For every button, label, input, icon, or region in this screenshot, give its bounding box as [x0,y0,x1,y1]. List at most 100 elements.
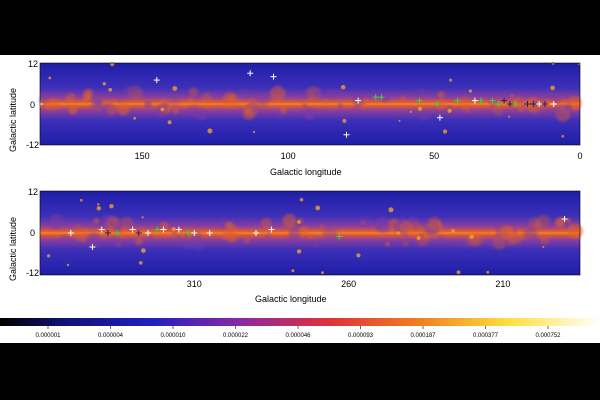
source-marker-blue [501,97,508,104]
map-texture-blob [516,96,524,104]
map-texture-blob [116,242,122,248]
map-texture-blob [358,215,371,227]
map-texture-blob [225,221,234,230]
map-texture-blob [112,221,123,232]
map-texture-blob [492,104,504,116]
map-bright-spot [96,206,102,211]
map-texture-blob [83,228,88,233]
source-marker-white [129,226,136,233]
bottom-sources [67,216,568,250]
map-texture-blob [335,88,344,97]
source-marker-white [89,244,96,250]
map-texture-blob [75,223,82,229]
map-texture-blob [260,217,272,229]
map-bright-spot [160,107,165,112]
map-texture-blob [458,96,471,109]
colorbar-tick-label: 0.000752 [535,333,561,339]
map-texture-blob [485,230,492,236]
map-texture-blob [172,107,180,115]
map-texture-blob [100,214,114,228]
bottom-map-frame [39,190,581,276]
map-texture-blob [282,213,297,228]
map-texture-blob [93,217,100,224]
map-texture-blob [288,227,301,240]
map-texture-blob [523,226,538,241]
map-texture-blob [286,110,292,116]
source-marker-green [489,97,496,104]
map-texture-blob [269,85,286,102]
map-texture-blob [307,233,314,240]
map-bright-spot [79,198,83,202]
map-texture-blob [337,103,344,109]
source-marker-white [67,230,74,236]
map-bright-spot [447,108,452,113]
source-marker-green [477,97,484,104]
source-marker-blue [506,101,513,107]
map-texture-blob [436,99,447,110]
bottom-ytick-0: 0 [30,228,35,238]
map-texture-blob [554,218,565,228]
map-bright-spot [449,78,453,82]
colorbar-tick-label: 0.000377 [473,333,499,339]
map-bright-spot [443,129,448,134]
map-bright-spot [97,203,100,206]
colorbar-tick-label: 0.000093 [348,333,374,339]
map-texture-blob [299,225,309,236]
map-texture-blob [243,236,251,244]
figure-area: Galactic latitude 12 0 -12 150 100 50 0 Gal… [0,55,600,343]
map-texture-blob [572,105,578,111]
map-texture-blob [276,112,283,119]
map-texture-blob [327,88,337,98]
map-texture-blob [417,109,429,122]
top-map-frame [39,62,581,146]
colorbar-tick-label: 0.000046 [285,333,311,339]
source-marker-white [355,97,362,104]
map-texture-blob [313,243,318,248]
map-texture-blob [418,88,426,96]
map-bright-spot [398,119,401,122]
source-marker-green [512,101,519,107]
map-bright-spot [508,115,511,118]
map-texture-blob [375,217,391,233]
map-texture-blob [279,105,288,114]
map-texture-blob [506,236,516,246]
map-bright-spot [141,216,144,219]
map-texture-blob [170,96,181,107]
map-bright-spot [342,118,347,123]
map-texture-blob [492,236,507,250]
map-texture-blob [255,92,270,107]
source-marker-white [268,226,275,233]
source-marker-white [145,230,151,236]
map-texture-blob [191,230,202,242]
map-bright-spot [66,263,70,267]
source-marker-white [436,114,443,121]
source-marker-white [343,131,350,138]
bottom-map-texture [47,198,584,275]
x-tick-label: 50 [429,151,439,161]
map-bright-spot [141,248,146,254]
source-marker-white [561,216,568,222]
map-bright-spot [388,207,394,213]
map-texture-blob [301,101,306,105]
map-bright-spot [47,254,51,258]
map-texture-blob [319,223,325,229]
map-texture-blob [437,91,445,99]
map-texture-blob [313,88,323,97]
map-bright-spot [167,120,172,125]
map-texture-blob [322,226,338,242]
map-bright-spot [542,245,545,248]
map-bright-spot [396,231,401,235]
source-marker-green [336,233,343,240]
map-texture-blob [49,213,65,229]
colorbar-gradient [0,318,600,326]
colorbar-tick-label: 0.000022 [223,333,249,339]
map-texture-blob [528,217,541,230]
source-marker-green [495,101,502,107]
map-bright-spot [341,85,346,90]
map-texture-blob [147,233,153,239]
source-marker-green [154,226,161,233]
map-texture-blob [65,93,76,103]
map-bright-spot [207,128,213,134]
source-marker-white [536,101,543,107]
top-ytick-0: 0 [30,100,35,110]
